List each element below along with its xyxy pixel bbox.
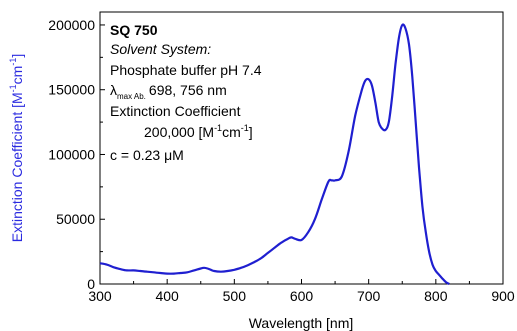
y-axis-title: Extinction Coefficient [M-1cm-1] — [8, 54, 25, 243]
x-axis-title: Wavelength [nm] — [249, 315, 354, 331]
y-tick-label: 0 — [87, 276, 95, 292]
y-axis-ticks: 0 50000 100000 150000 200000 — [48, 17, 105, 292]
x-tick-label: 600 — [290, 288, 314, 304]
y-tick-label: 50000 — [56, 211, 95, 227]
annotation-concentration: c = 0.23 μM — [110, 147, 184, 163]
annotation-solvent-label: Solvent System: — [110, 41, 211, 57]
y-tick-label: 200000 — [48, 17, 95, 33]
annotation-title: SQ 750 — [110, 22, 158, 38]
spectrum-line — [99, 23, 450, 285]
x-axis-ticks: 300 400 500 600 700 800 900 — [88, 279, 515, 304]
annotation-solvent-value: Phosphate buffer pH 7.4 — [110, 62, 262, 78]
annotation-lambda-max: λmax Ab. 698, 756 nm — [110, 82, 227, 101]
x-tick-label: 300 — [88, 288, 112, 304]
annotation-block: SQ 750 Solvent System: Phosphate buffer … — [110, 22, 262, 163]
x-tick-label: 700 — [357, 288, 381, 304]
y-tick-label: 150000 — [48, 82, 95, 98]
y-tick-label: 100000 — [48, 146, 95, 162]
x-tick-label: 900 — [491, 288, 515, 304]
x-tick-label: 400 — [155, 288, 179, 304]
x-tick-label: 800 — [424, 288, 448, 304]
x-tick-label: 500 — [223, 288, 247, 304]
annotation-ext-label: Extinction Coefficient — [110, 103, 241, 119]
annotation-ext-value: 200,000 [M-1cm-1] — [144, 123, 253, 140]
